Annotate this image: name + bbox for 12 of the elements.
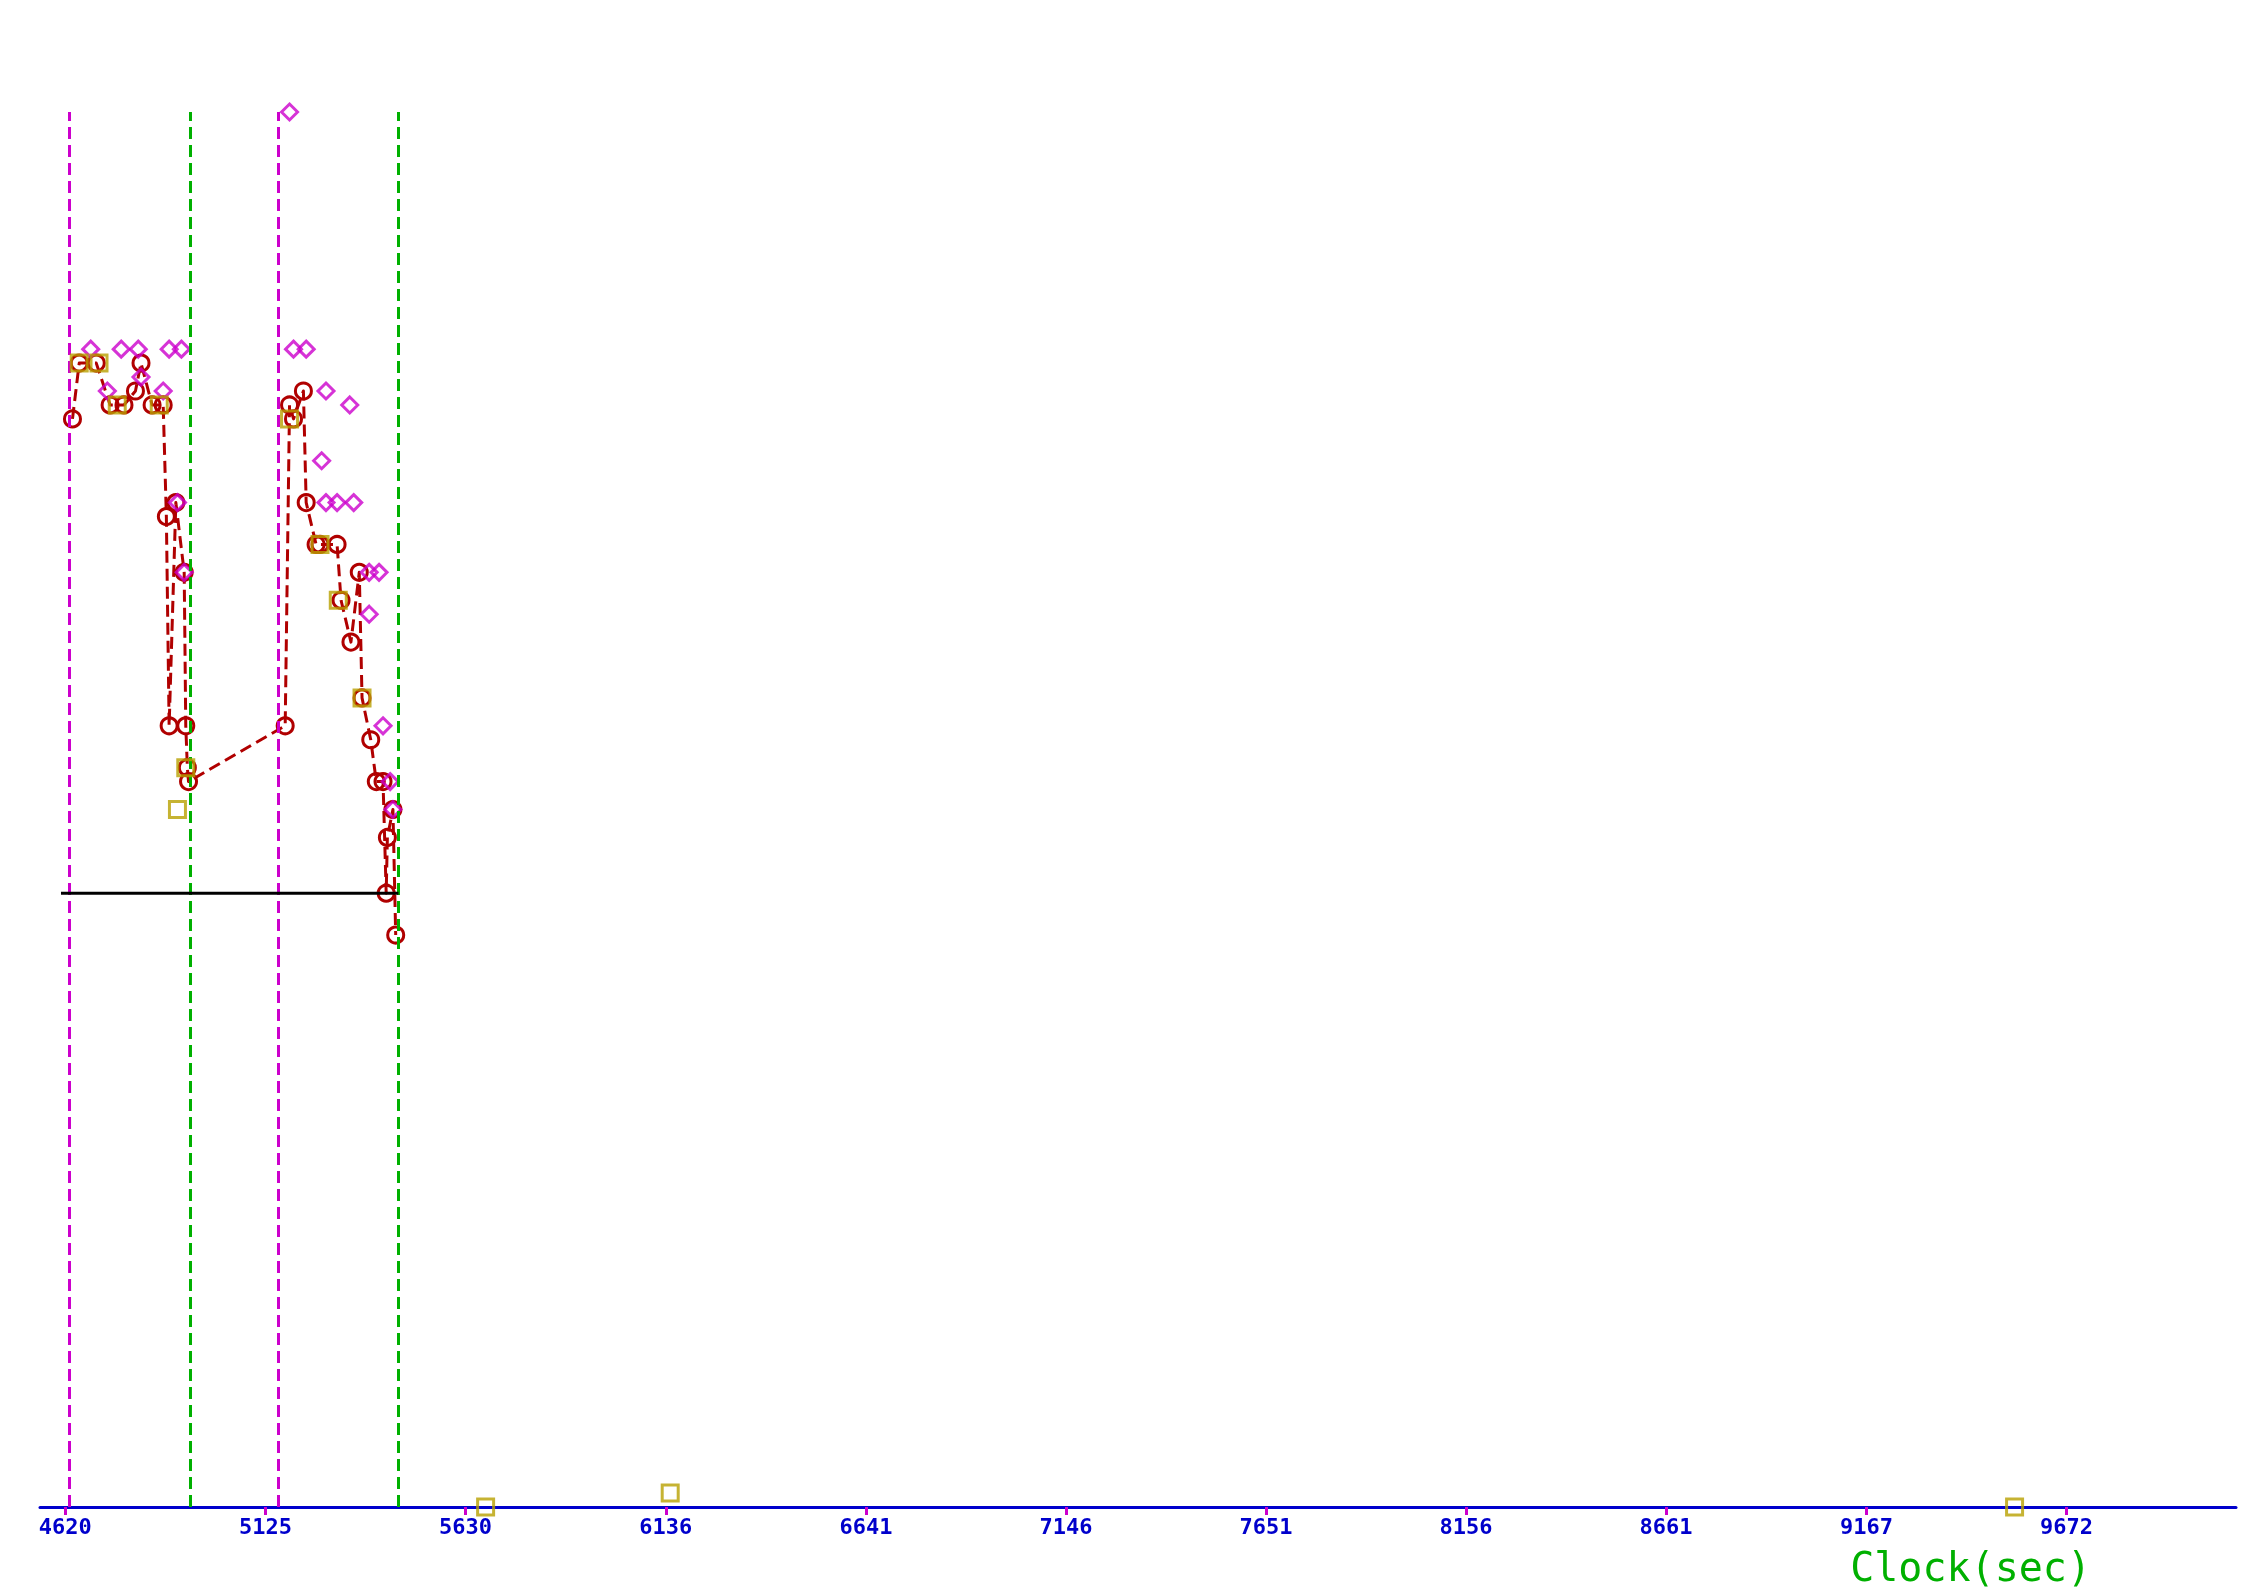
x-tick-label: 5125: [238, 1513, 292, 1539]
x-tick-label: 8661: [1639, 1513, 1693, 1539]
x-tick-label: 8156: [1439, 1513, 1493, 1539]
x-axis-title: Clock(sec): [1850, 1544, 2091, 1587]
x-tick-label: 9672: [2039, 1513, 2093, 1539]
x-tick-label: 9167: [1839, 1513, 1893, 1539]
x-tick-label: 6136: [639, 1513, 693, 1539]
x-tick-label: 5630: [438, 1513, 492, 1539]
x-tick-label: 7651: [1239, 1513, 1293, 1539]
x-tick-label: 7146: [1039, 1513, 1093, 1539]
x-tick-label: 6641: [839, 1513, 893, 1539]
x-tick-label: 4620: [38, 1513, 92, 1539]
